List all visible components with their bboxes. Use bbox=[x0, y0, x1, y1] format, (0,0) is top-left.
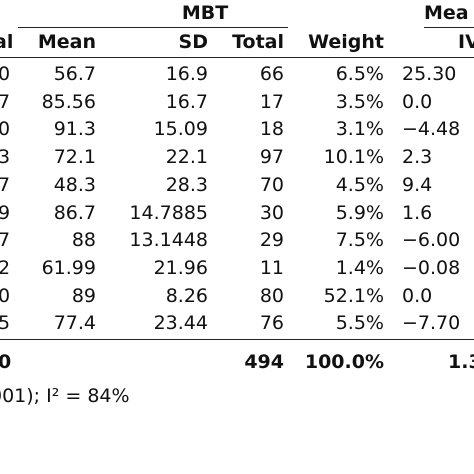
cell-left-cut: 7 bbox=[0, 229, 11, 251]
cell-mean: 77.4 bbox=[53, 312, 96, 334]
cell-weight: 6.5% bbox=[335, 63, 384, 85]
cell-left-cut: 5 bbox=[0, 312, 11, 334]
cell-iv-cut: −0.08 bbox=[402, 257, 461, 279]
col-header-sd: SD bbox=[178, 31, 208, 53]
cell-sd: 16.9 bbox=[165, 63, 208, 85]
group-header-rule bbox=[18, 27, 288, 28]
cell-iv-cut: −6.00 bbox=[402, 229, 461, 251]
total-iv: 1.3 bbox=[448, 351, 474, 373]
cell-mean: 89 bbox=[71, 285, 96, 307]
cell-sd: 15.09 bbox=[153, 118, 208, 140]
cell-total: 66 bbox=[259, 63, 284, 85]
col-header-iv-cut: IV bbox=[458, 31, 474, 53]
cell-total: 97 bbox=[259, 146, 284, 168]
group-header-mbt: MBT bbox=[181, 2, 229, 24]
cell-left-cut: 0 bbox=[0, 118, 11, 140]
cell-iv-cut: 25.30 bbox=[402, 63, 457, 85]
cell-sd: 16.7 bbox=[165, 91, 208, 113]
cell-sd: 8.26 bbox=[165, 285, 208, 307]
cell-total: 18 bbox=[259, 118, 284, 140]
cell-iv-cut: −7.70 bbox=[402, 312, 461, 334]
cell-left-cut: 7 bbox=[0, 174, 11, 196]
cell-weight: 7.5% bbox=[335, 229, 384, 251]
group-header-right: Mea bbox=[424, 2, 469, 24]
cell-total: 30 bbox=[259, 202, 284, 224]
cell-iv-cut: 2.3 bbox=[402, 146, 433, 168]
cell-weight: 5.9% bbox=[335, 202, 384, 224]
cell-weight: 10.1% bbox=[323, 146, 384, 168]
cell-total: 70 bbox=[259, 174, 284, 196]
cell-mean: 72.1 bbox=[53, 146, 96, 168]
cell-weight: 5.5% bbox=[335, 312, 384, 334]
cell-sd: 14.7885 bbox=[129, 202, 208, 224]
header-rule bbox=[0, 57, 474, 58]
total-rule bbox=[0, 339, 474, 340]
cell-total: 76 bbox=[259, 312, 284, 334]
col-header-mean: Mean bbox=[37, 31, 96, 53]
cell-left-cut: 2 bbox=[0, 257, 11, 279]
col-header-total: Total bbox=[232, 31, 284, 53]
cell-iv-cut: 1.6 bbox=[402, 202, 433, 224]
cell-mean: 56.7 bbox=[53, 63, 96, 85]
cell-mean: 88 bbox=[71, 229, 96, 251]
cell-sd: 23.44 bbox=[153, 312, 208, 334]
total-count: 494 bbox=[244, 351, 284, 373]
cell-weight: 1.4% bbox=[335, 257, 384, 279]
total-left-cut: 0 bbox=[0, 351, 12, 373]
cell-total: 11 bbox=[259, 257, 284, 279]
cell-mean: 61.99 bbox=[41, 257, 96, 279]
cell-sd: 28.3 bbox=[165, 174, 208, 196]
heterogeneity-footer: 001); I² = 84% bbox=[0, 385, 130, 407]
cell-left-cut: 3 bbox=[0, 146, 11, 168]
cell-sd: 22.1 bbox=[165, 146, 208, 168]
cell-left-cut: 0 bbox=[0, 285, 11, 307]
cell-left-cut: 7 bbox=[0, 91, 11, 113]
cell-sd: 13.1448 bbox=[129, 229, 208, 251]
cell-iv-cut: 0.0 bbox=[402, 285, 433, 307]
cell-iv-cut: −4.48 bbox=[402, 118, 461, 140]
total-weight: 100.0% bbox=[304, 351, 384, 373]
cell-left-cut: 9 bbox=[0, 202, 11, 224]
cell-mean: 48.3 bbox=[53, 174, 96, 196]
cell-weight: 3.5% bbox=[335, 91, 384, 113]
col-header-prev-cut: al bbox=[0, 31, 14, 53]
cell-iv-cut: 0.0 bbox=[402, 91, 433, 113]
col-header-weight: Weight bbox=[308, 31, 384, 53]
cell-total: 17 bbox=[259, 91, 284, 113]
cell-weight: 3.1% bbox=[335, 118, 384, 140]
cell-total: 29 bbox=[259, 229, 284, 251]
cell-total: 80 bbox=[259, 285, 284, 307]
cell-mean: 91.3 bbox=[53, 118, 96, 140]
cell-sd: 21.96 bbox=[153, 257, 208, 279]
cell-iv-cut: 9.4 bbox=[402, 174, 433, 196]
group-header-rule-right bbox=[424, 27, 474, 28]
cell-weight: 52.1% bbox=[323, 285, 384, 307]
cell-left-cut: 0 bbox=[0, 63, 11, 85]
cell-mean: 86.7 bbox=[53, 202, 96, 224]
cell-weight: 4.5% bbox=[335, 174, 384, 196]
cell-mean: 85.56 bbox=[41, 91, 96, 113]
